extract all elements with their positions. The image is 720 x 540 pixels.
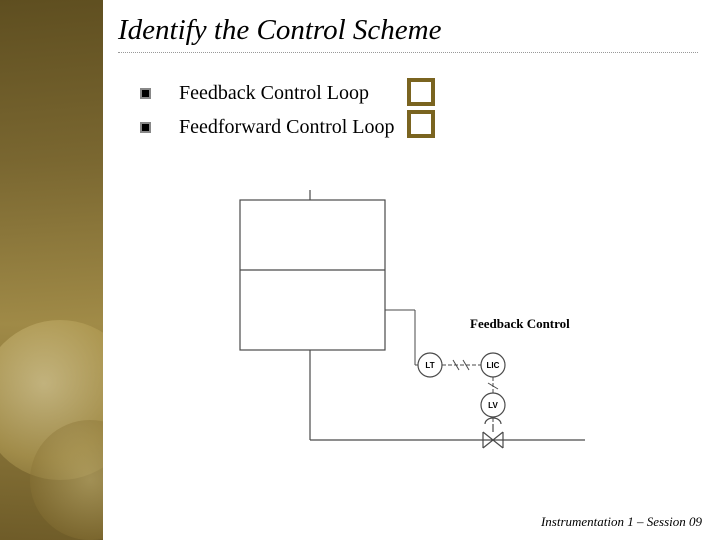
bullet-text: Feedback Control Loop [179,82,369,105]
bullet-item: Feedback Control Loop [140,80,395,106]
diagram-label: Feedback Control [470,316,570,331]
bullet-list: Feedback Control Loop Feedforward Contro… [140,80,395,148]
bullet-marker-icon [140,88,151,99]
tank-outline [240,200,385,350]
lt-label: LT [425,361,434,370]
checkbox-feedback[interactable] [407,78,435,106]
lic-label: LIC [487,361,500,370]
signal-slash-1 [453,360,459,370]
checkbox-feedforward[interactable] [407,110,435,138]
title-underline [118,52,698,53]
bullet-item: Feedforward Control Loop [140,114,395,140]
control-valve-icon [483,418,503,448]
slide: Identify the Control Scheme Feedback Con… [0,0,720,540]
slide-title: Identify the Control Scheme [118,14,441,47]
lv-label: LV [488,401,498,410]
bullet-text: Feedforward Control Loop [179,116,395,139]
slide-footer: Instrumentation 1 – Session 09 [541,514,702,530]
control-diagram: LT LIC LV Feedback Control [215,190,595,450]
bullet-marker-icon [140,122,151,133]
